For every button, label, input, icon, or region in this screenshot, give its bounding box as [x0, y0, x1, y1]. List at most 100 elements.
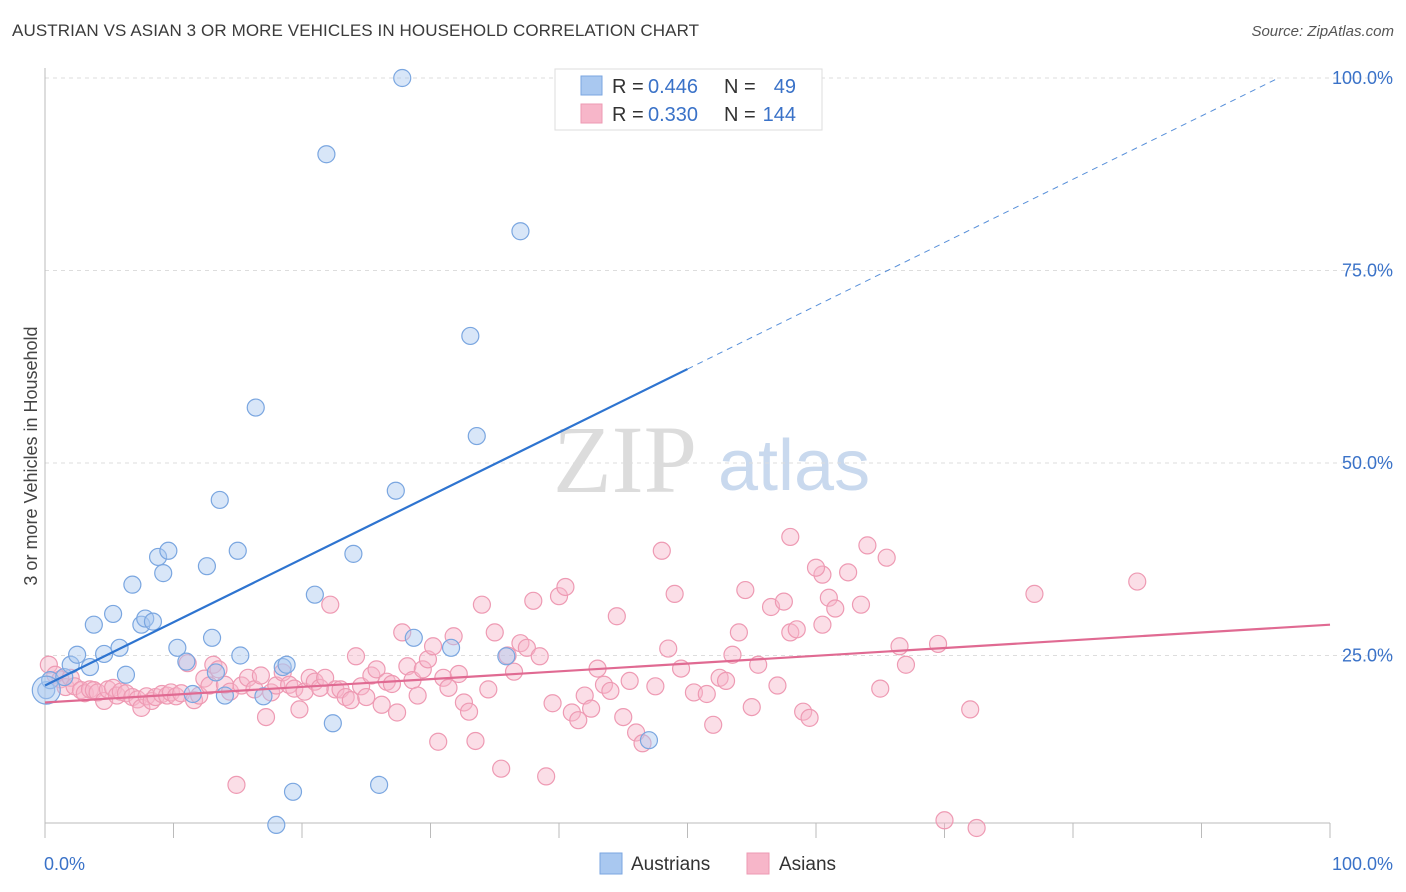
austrians-point — [639, 731, 659, 750]
asians-point — [357, 687, 376, 707]
austrians-point — [267, 815, 286, 835]
asians-point — [227, 775, 246, 794]
y-tick-label: 25.0% — [1342, 646, 1393, 666]
watermark-atlas: atlas — [718, 426, 870, 506]
asians-point — [723, 645, 742, 664]
asians-point — [665, 584, 684, 604]
asians-point — [582, 699, 601, 718]
asians-point — [310, 678, 330, 697]
austrians-point — [215, 686, 234, 705]
asians-point — [537, 767, 556, 786]
watermark-zip: ZIP — [553, 406, 697, 513]
austrians-point — [441, 638, 461, 657]
legend-top: R = 0.446 N = 49 R = 0.330 N = 144 — [554, 68, 823, 131]
asians-point — [530, 647, 549, 666]
asians-point — [569, 711, 588, 730]
y-tick-label: 75.0% — [1342, 261, 1393, 281]
asians-point — [729, 623, 749, 642]
asians-point — [704, 715, 723, 734]
asians-point — [858, 536, 877, 555]
asians-point — [485, 623, 504, 642]
austrians-point — [154, 564, 173, 583]
x-tick-label-min: 0.0% — [44, 854, 85, 874]
asians-point — [826, 599, 845, 618]
asians-point — [787, 620, 806, 639]
legend-bottom-swatch-austrians — [599, 852, 623, 875]
austrians-point — [283, 782, 303, 801]
asians-point — [549, 587, 569, 606]
asians-point — [607, 607, 626, 626]
austrians-point — [123, 575, 142, 594]
legend-r-value-austrians: 0.446 — [648, 76, 698, 98]
legend-bottom-swatch-asians — [746, 852, 770, 875]
asians-point — [646, 677, 665, 696]
gridlines — [45, 77, 1392, 656]
austrians-point — [305, 585, 324, 604]
austrians-point-cluster — [31, 675, 61, 705]
legend-r-value-asians: 0.330 — [648, 104, 698, 126]
legend-n-label-asians: N = — [724, 104, 756, 126]
austrians-point — [228, 541, 247, 560]
asians-point — [967, 818, 986, 838]
asians-point — [851, 595, 871, 614]
asians-point — [935, 811, 954, 830]
source-credit: Source: ZipAtlas.com — [1251, 23, 1394, 40]
asians-point — [813, 565, 832, 584]
asians-point — [543, 694, 562, 713]
austrians-point — [116, 665, 136, 684]
austrians-point — [148, 547, 168, 567]
asians-point — [387, 703, 407, 722]
asians-point — [382, 674, 402, 694]
asians-point — [504, 662, 524, 681]
asians-point — [601, 681, 620, 701]
asians-point — [393, 623, 412, 642]
asians-point — [742, 697, 761, 717]
asians-point — [398, 657, 417, 676]
austrians-point — [168, 638, 187, 657]
legend-bottom-label-austrians: Austrians — [631, 854, 710, 875]
austrians-point — [467, 426, 486, 446]
asians-point — [524, 591, 543, 610]
asians-point — [439, 678, 458, 697]
legend-swatch-asians — [580, 103, 603, 124]
asians-point — [575, 686, 594, 705]
asians-point — [492, 759, 511, 778]
austrians-point — [254, 687, 273, 706]
asians-point — [132, 698, 151, 717]
asians-point — [620, 671, 639, 691]
austrians-point — [386, 481, 405, 500]
asians-point — [479, 680, 498, 699]
austrians-point — [344, 544, 363, 563]
legend-bottom-label-asians: Asians — [779, 854, 836, 875]
austrians-point — [206, 663, 226, 682]
austrians-point — [104, 604, 123, 624]
asians-point — [928, 634, 948, 654]
asians-point — [839, 563, 858, 582]
asians-point — [697, 684, 716, 704]
asians-point — [346, 647, 366, 666]
legend-r-label-asians: R = — [612, 104, 644, 126]
asians-point — [1025, 584, 1044, 604]
austrians-point — [177, 652, 196, 671]
asians-point — [896, 655, 916, 674]
y-tick-label: 50.0% — [1342, 453, 1393, 473]
asians-point — [716, 671, 736, 691]
asians-point — [961, 700, 980, 719]
asians-point — [200, 676, 219, 695]
asians-point — [800, 708, 819, 727]
asians-point — [367, 660, 386, 679]
asians-point — [336, 687, 355, 707]
austrians-point — [497, 647, 516, 666]
asians-point — [498, 646, 517, 665]
asians-point — [429, 732, 448, 751]
austrians-point — [68, 645, 87, 664]
asians-point — [1128, 572, 1147, 591]
y-axis-label: 3 or more Vehicles in Household — [21, 326, 41, 585]
austrians-point — [37, 681, 56, 700]
y-tick-labels: 25.0% 50.0% 75.0% 100.0% — [1332, 68, 1393, 666]
legend-n-label-austrians: N = — [724, 76, 756, 98]
austrians-point — [197, 557, 217, 576]
x-ticks — [44, 823, 1331, 838]
asians-point — [251, 666, 270, 685]
